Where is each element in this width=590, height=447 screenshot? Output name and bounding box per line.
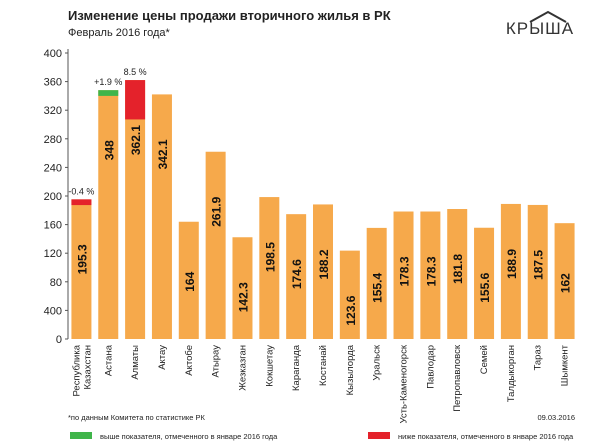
- x-tick-label: РеспубликаКазахстан: [71, 344, 93, 396]
- legend-label: ниже показателя, отмеченного в январе 20…: [398, 432, 574, 441]
- logo: КРЫША: [506, 10, 574, 38]
- x-tick-label: Тараз: [533, 345, 544, 370]
- bar: [366, 227, 387, 339]
- x-tick-label: Семей: [479, 345, 490, 374]
- bar: [286, 214, 307, 339]
- bar: [500, 203, 521, 339]
- chart-title: Изменение цены продажи вторичного жилья …: [68, 8, 391, 23]
- logo-roof: [529, 10, 567, 23]
- x-tick-label: Костанай: [318, 345, 329, 386]
- change-label: +1.9 %: [94, 77, 122, 87]
- x-tick-label: Усть-Каменогорск: [399, 344, 410, 423]
- y-tick-label: 160: [44, 220, 62, 232]
- bar: [393, 211, 414, 339]
- value-label: 174.6: [290, 259, 304, 289]
- y-tick-label: 400: [44, 305, 62, 317]
- x-tick-label: Астана: [103, 344, 114, 376]
- value-label: 155.6: [478, 272, 492, 302]
- x-tick-label: Петропавловск: [452, 344, 463, 412]
- bar: [98, 90, 119, 340]
- y-tick-label: 200: [44, 191, 62, 203]
- y-tick-label: 280: [44, 134, 62, 146]
- x-tick-label: Актау: [157, 345, 168, 370]
- value-label: 261.9: [210, 196, 224, 226]
- value-label: 342.1: [156, 139, 170, 169]
- x-tick-label: Кокшетау: [264, 345, 275, 387]
- value-label: 155.4: [371, 273, 385, 303]
- bar: [420, 211, 441, 339]
- change-segment: [98, 90, 119, 96]
- legend-swatch: [70, 432, 92, 439]
- footnote: *по данным Комитета по статистике РК: [68, 413, 206, 422]
- x-tick-label: Кызылорда: [345, 344, 356, 395]
- bar: [178, 221, 199, 339]
- bar: [554, 223, 575, 339]
- value-label: 181.8: [451, 254, 465, 284]
- y-tick-label: 240: [44, 162, 62, 174]
- value-label: 178.3: [398, 256, 412, 286]
- value-label: 188.9: [505, 249, 519, 279]
- x-tick-label: Шымкент: [560, 344, 571, 386]
- y-tick-label: 80: [50, 277, 62, 289]
- change-segment: [71, 199, 92, 206]
- change-label: -0.4 %: [68, 186, 94, 196]
- bar: [447, 209, 468, 339]
- value-label: 142.3: [236, 282, 250, 312]
- bar: [313, 204, 333, 339]
- x-tick-label: Талдыкорган: [506, 345, 517, 402]
- value-label: 162: [559, 273, 573, 293]
- bar: [125, 80, 146, 339]
- y-tick-label: 360: [44, 77, 62, 89]
- bar: [527, 204, 548, 339]
- chart-subtitle: Февраль 2016 года*: [68, 27, 170, 39]
- value-label: 164: [183, 271, 197, 291]
- logo-text: КРЫША: [506, 19, 574, 38]
- date: 09.03.2016: [537, 413, 575, 422]
- x-tick-label: Караганда: [291, 344, 302, 391]
- x-tick-label: Атырау: [211, 345, 222, 378]
- y-tick-label: 0: [56, 334, 62, 346]
- legend-swatch: [368, 432, 390, 439]
- y-tick-label: 400: [44, 48, 62, 60]
- x-tick-label: Алматы: [130, 345, 141, 380]
- value-label: 362.1: [129, 125, 143, 155]
- x-tick-label: Актобе: [184, 345, 195, 376]
- y-tick-label: 320: [44, 105, 62, 117]
- bar: [474, 227, 495, 339]
- value-label: 195.3: [75, 244, 89, 274]
- value-label: 187.5: [532, 250, 546, 280]
- bar: [71, 199, 92, 339]
- bar: [339, 250, 360, 339]
- value-label: 188.2: [317, 249, 331, 279]
- bar: [232, 237, 253, 339]
- bar: [151, 94, 172, 339]
- x-tick-label: Павлодар: [425, 345, 436, 389]
- change-label: 8.5 %: [124, 67, 147, 77]
- value-label: 198.5: [263, 242, 277, 272]
- x-tick-label: Жезказган: [237, 345, 248, 391]
- y-tick-label: 120: [44, 248, 62, 260]
- change-segment: [125, 80, 146, 120]
- value-label: 123.6: [344, 295, 358, 325]
- bar: [205, 151, 226, 339]
- bar: [259, 197, 280, 339]
- x-tick-label: Уральск: [372, 344, 383, 380]
- value-label: 348: [102, 140, 116, 160]
- value-label: 178.3: [424, 256, 438, 286]
- legend-label: выше показателя, отмеченного в январе 20…: [100, 432, 278, 441]
